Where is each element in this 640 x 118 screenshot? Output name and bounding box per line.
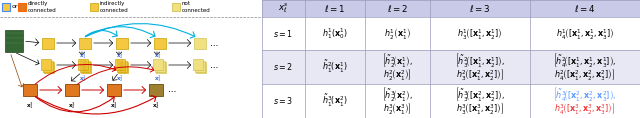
Bar (65, 84, 79, 96)
Text: $\mathbf{x}_3^2$: $\mathbf{x}_3^2$ (154, 73, 162, 84)
Text: $\mathbf{x}_1^1$: $\mathbf{x}_1^1$ (79, 50, 87, 61)
Bar (107, 84, 121, 96)
Bar (23, 84, 37, 96)
Text: $s = 2$: $s = 2$ (273, 61, 294, 72)
Bar (42, 61, 52, 72)
Text: $\left.h_4^3\!\left([\mathbf{x}_1^3,\mathbf{x}_2^3,\mathbf{x}_3^3]\right)\right]: $\left.h_4^3\!\left([\mathbf{x}_1^3,\mat… (554, 101, 616, 116)
Bar (90, 3, 98, 11)
Bar (5, 30, 23, 52)
Text: $\left[\tilde{h}_4^2\!\left([\mathbf{x}_1^1,\mathbf{x}_2^1,\mathbf{x}_3^1]\right: $\left[\tilde{h}_4^2\!\left([\mathbf{x}_… (554, 51, 617, 69)
Bar (44, 62, 54, 73)
Text: $\left.h_3^3\!\left([\mathbf{x}_1^3,\mathbf{x}_2^3]\right)\right]$: $\left.h_3^3\!\left([\mathbf{x}_1^3,\mat… (456, 101, 504, 116)
Text: $\ell = 1$: $\ell = 1$ (324, 3, 346, 14)
Bar (193, 59, 203, 70)
Text: $\left.h_2^3\!\left(\mathbf{x}_1^3\right)\right]$: $\left.h_2^3\!\left(\mathbf{x}_1^3\right… (383, 101, 412, 116)
Text: $h_2^1\left(\mathbf{x}_1^1\right)$: $h_2^1\left(\mathbf{x}_1^1\right)$ (384, 26, 411, 41)
Text: $\left.h_3^2\!\left([\mathbf{x}_1^2,\mathbf{x}_2^2]\right)\right]$: $\left.h_3^2\!\left([\mathbf{x}_1^2,\mat… (456, 67, 504, 82)
Text: $\mathbf{x}_3^3$: $\mathbf{x}_3^3$ (110, 100, 118, 111)
Bar (41, 59, 51, 70)
Text: $\mathbf{x}_1^2$: $\mathbf{x}_1^2$ (79, 73, 87, 84)
Text: $\tilde{h}_1^2(\mathbf{x}_1^1)$: $\tilde{h}_1^2(\mathbf{x}_1^1)$ (322, 59, 348, 75)
Text: $\ell = 4$: $\ell = 4$ (574, 3, 596, 14)
Text: $\left.h_4^2\!\left([\mathbf{x}_1^2,\mathbf{x}_2^2,\mathbf{x}_3^2]\right)\right]: $\left.h_4^2\!\left([\mathbf{x}_1^2,\mat… (554, 67, 616, 82)
Bar (194, 38, 206, 48)
Bar (153, 59, 163, 70)
Text: $h_4^1\!\left([\mathbf{x}_1^1,\mathbf{x}_2^1,\mathbf{x}_3^1]\right)$: $h_4^1\!\left([\mathbf{x}_1^1,\mathbf{x}… (556, 26, 614, 41)
Text: $\left[\tilde{h}_2^2\!\left(\mathbf{x}_1^1\right),\right.$: $\left[\tilde{h}_2^2\!\left(\mathbf{x}_1… (382, 51, 413, 69)
Bar (0, 0, 262, 118)
Text: $\cdots$: $\cdots$ (209, 61, 218, 70)
Text: $\cdots$: $\cdots$ (167, 86, 177, 95)
Bar (156, 62, 166, 73)
Text: not
connected: not connected (182, 1, 211, 13)
Text: $\left[\tilde{h}_3^2\!\left([\mathbf{x}_1^1,\mathbf{x}_2^1]\right),\right.$: $\left[\tilde{h}_3^2\!\left([\mathbf{x}_… (455, 51, 505, 69)
Text: $\mathbf{x}_3^1$: $\mathbf{x}_3^1$ (154, 50, 162, 61)
Text: $\mathbf{x}_2^1$: $\mathbf{x}_2^1$ (116, 50, 124, 61)
Text: or: or (12, 4, 19, 10)
Text: indirectly
connected: indirectly connected (100, 1, 129, 13)
Bar (42, 38, 54, 48)
Text: $\left[\tilde{h}_2^3\!\left(\mathbf{x}_1^2\right),\right.$: $\left[\tilde{h}_2^3\!\left(\mathbf{x}_1… (382, 85, 413, 103)
Bar (195, 61, 205, 72)
Bar (115, 59, 125, 70)
Text: $\left.h_2^2\!\left(\mathbf{x}_1^2\right)\right]$: $\left.h_2^2\!\left(\mathbf{x}_1^2\right… (383, 67, 412, 82)
Bar (18, 3, 26, 11)
Bar (262, 84, 640, 118)
Bar (116, 38, 128, 48)
Text: $\ell = 3$: $\ell = 3$ (469, 3, 491, 14)
Text: $\ell = 2$: $\ell = 2$ (387, 3, 408, 14)
Bar (118, 62, 128, 73)
Text: directly
connected: directly connected (28, 1, 57, 13)
Bar (262, 0, 640, 17)
Bar (81, 62, 91, 73)
Text: $s = 3$: $s = 3$ (273, 95, 294, 107)
Bar (78, 59, 88, 70)
Text: $\cdots$: $\cdots$ (209, 38, 218, 48)
Bar (149, 84, 163, 96)
Bar (262, 50, 640, 84)
Text: $s = 1$: $s = 1$ (273, 28, 294, 39)
Text: $\left[\tilde{h}_4^3\!\left([\mathbf{x}_1^2,\mathbf{x}_2^2,\mathbf{x}_3^2]\right: $\left[\tilde{h}_4^3\!\left([\mathbf{x}_… (554, 85, 617, 103)
Bar (154, 61, 164, 72)
Text: $\mathbf{x}_1^3$: $\mathbf{x}_1^3$ (26, 100, 34, 111)
Bar (0, 0, 262, 17)
Text: $h_1^1(\mathbf{x}_0^1)$: $h_1^1(\mathbf{x}_0^1)$ (322, 26, 348, 41)
Bar (79, 61, 90, 72)
Bar (79, 38, 91, 48)
Text: $x_\ell^s$: $x_\ell^s$ (278, 2, 289, 15)
Bar (196, 62, 206, 73)
Bar (2, 3, 10, 11)
Text: $\tilde{h}_1^3(\mathbf{x}_1^2)$: $\tilde{h}_1^3(\mathbf{x}_1^2)$ (322, 93, 348, 109)
Text: $\mathbf{x}_2^2$: $\mathbf{x}_2^2$ (116, 73, 124, 84)
Text: $\left[\tilde{h}_3^3\!\left([\mathbf{x}_1^2,\mathbf{x}_2^2]\right),\right.$: $\left[\tilde{h}_3^3\!\left([\mathbf{x}_… (455, 85, 505, 103)
Bar (154, 38, 166, 48)
Text: $\mathbf{x}_2^3$: $\mathbf{x}_2^3$ (68, 100, 76, 111)
Text: $h_3^1\!\left([\mathbf{x}_1^1,\mathbf{x}_2^1]\right)$: $h_3^1\!\left([\mathbf{x}_1^1,\mathbf{x}… (458, 26, 502, 41)
Bar (262, 17, 640, 50)
Text: $\mathbf{x}_4^3$: $\mathbf{x}_4^3$ (152, 100, 160, 111)
Bar (172, 3, 180, 11)
Bar (116, 61, 127, 72)
